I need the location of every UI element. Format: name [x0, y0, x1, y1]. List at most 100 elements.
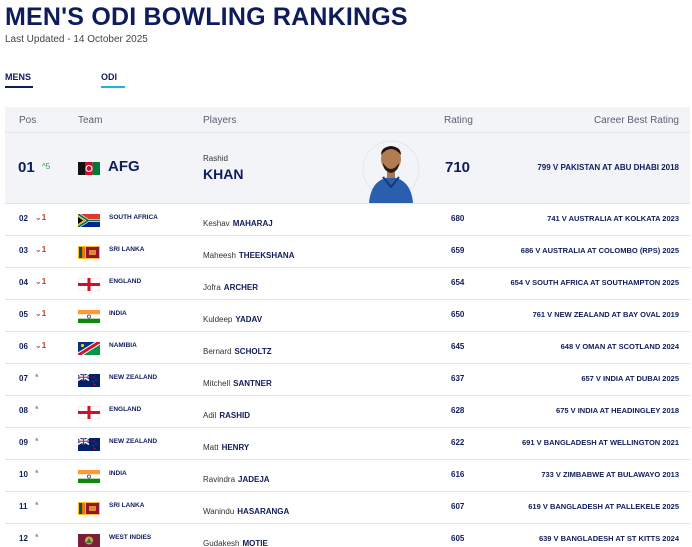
player-name[interactable]: Gudakesh MOTIE: [203, 539, 268, 547]
rank-position: 06: [19, 342, 28, 351]
rank-position: 07: [19, 374, 28, 383]
player-name[interactable]: Maheesh THEEKSHANA: [203, 251, 294, 260]
team-name: NEW ZEALAND: [109, 374, 158, 381]
player-first-name: Gudakesh: [203, 539, 240, 547]
player-name[interactable]: Adil RASHID: [203, 411, 250, 420]
afg-flag-icon: [78, 162, 100, 175]
no-change-icon: •: [35, 499, 39, 510]
rank-down-icon: ⌄1: [35, 277, 47, 286]
new-zealand-flag-icon: [78, 374, 100, 387]
rank-up-icon: ^5: [42, 162, 51, 171]
rank-position: 08: [19, 406, 28, 415]
table-header: Pos Team Players Rating Career Best Rati…: [5, 107, 690, 133]
player-last-name: HASARANGA: [237, 507, 290, 516]
table-row[interactable]: 10 • INDIA Ravindra JADEJA 616 733 V ZIMBABWE …: [5, 460, 690, 492]
team-name: AFG: [108, 158, 140, 175]
player-last-name[interactable]: KHAN: [203, 166, 244, 182]
rank-position: 10: [19, 470, 28, 479]
player-last-name: MOTIE: [242, 539, 268, 547]
player-rating: 654: [451, 278, 465, 287]
player-portrait: [361, 135, 421, 203]
namibia-flag-icon: [78, 342, 100, 355]
tab-mens[interactable]: MENS: [5, 72, 33, 88]
career-best: 639 V BANGLADESH AT ST KITTS 2024: [538, 534, 679, 543]
column-rating[interactable]: Rating: [444, 115, 473, 126]
team-name: NEW ZEALAND: [109, 438, 158, 445]
player-rating: 628: [451, 406, 465, 415]
india-flag-icon: [78, 470, 100, 483]
player-name[interactable]: Jofra ARCHER: [203, 283, 258, 292]
rank-down-icon: ⌄1: [35, 309, 47, 318]
filter-tabs: MENS ODI: [5, 72, 305, 90]
player-name[interactable]: Matt HENRY: [203, 443, 249, 452]
player-rating: 605: [451, 534, 465, 543]
team-name: INDIA: [109, 470, 127, 477]
table-row[interactable]: 06 ⌄1 NAMIBIA Bernard SCHOLTZ 645 648 V OMAN A…: [5, 332, 690, 364]
rank-down-icon: ⌄1: [35, 341, 47, 350]
team-name: SOUTH AFRICA: [109, 214, 158, 221]
table-row[interactable]: 03 ⌄1 SRI LANKA Maheesh THEEKSHANA 659 686 V A…: [5, 236, 690, 268]
rank-down-icon: ⌄1: [35, 213, 47, 222]
player-last-name: JADEJA: [238, 475, 270, 484]
career-best: 619 V BANGLADESH AT PALLEKELE 2025: [528, 502, 679, 511]
no-change-icon: •: [35, 403, 39, 414]
team-name: INDIA: [109, 310, 127, 317]
table-row[interactable]: 09 • NEW ZEALAND Matt HENRY 622 691 V BANGLADE…: [5, 428, 690, 460]
team-name: SRI LANKA: [109, 246, 145, 253]
rank-position: 12: [19, 534, 28, 543]
column-players[interactable]: Players: [203, 115, 237, 126]
player-name[interactable]: Mitchell SANTNER: [203, 379, 272, 388]
table-row[interactable]: 05 ⌄1 INDIA Kuldeep YADAV 650 761 V NEW ZEALAN…: [5, 300, 690, 332]
player-last-name: MAHARAJ: [232, 219, 273, 228]
player-last-name: ARCHER: [223, 283, 259, 292]
column-career-best[interactable]: Career Best Rating: [593, 115, 679, 126]
sri-lanka-flag-icon: [78, 246, 100, 259]
career-best: 691 V BANGLADESH AT WELLINGTON 2021: [522, 438, 679, 447]
england-flag-icon: [78, 278, 100, 291]
player-rating: 680: [451, 214, 465, 223]
player-first-name: Adil: [203, 411, 217, 420]
rank-down-icon: ⌄1: [35, 245, 47, 254]
team-name: WEST INDIES: [109, 534, 152, 541]
england-flag-icon: [78, 406, 100, 419]
rankings-table: Pos Team Players Rating Career Best Rati…: [5, 107, 690, 547]
table-row[interactable]: 07 • NEW ZEALAND Mitchell SANTNER 637 657 V IN…: [5, 364, 690, 396]
south-africa-flag-icon: [78, 214, 100, 227]
career-best: 657 V INDIA AT DUBAI 2025: [581, 374, 679, 383]
tab-odi[interactable]: ODI: [101, 72, 125, 88]
column-pos[interactable]: Pos: [19, 115, 37, 126]
career-best: 761 V NEW ZEALAND AT BAY OVAL 2019: [532, 310, 679, 319]
rank-position: 02: [19, 214, 28, 223]
player-first-name: Bernard: [203, 347, 232, 356]
player-rating: 622: [451, 438, 465, 447]
player-first-name: Matt: [203, 443, 219, 452]
player-name[interactable]: Bernard SCHOLTZ: [203, 347, 272, 356]
player-last-name: THEEKSHANA: [238, 251, 295, 260]
table-row[interactable]: 11 • SRI LANKA Wanindu HASARANGA 607 619 V BAN…: [5, 492, 690, 524]
no-change-icon: •: [35, 371, 39, 382]
player-last-name: SANTNER: [233, 379, 272, 388]
career-best: 648 V OMAN AT SCOTLAND 2024: [560, 342, 679, 351]
india-flag-icon: [78, 310, 100, 323]
top-ranked-row[interactable]: 01 ^5 AFG Rashid KHAN 710 799 V PAKISTAN…: [5, 133, 690, 204]
career-best: 741 V AUSTRALIA AT KOLKATA 2023: [547, 214, 679, 223]
player-name[interactable]: Wanindu HASARANGA: [203, 507, 289, 516]
table-row[interactable]: 08 • ENGLAND Adil RASHID 628 675 V INDIA AT HE…: [5, 396, 690, 428]
sri-lanka-flag-icon: [78, 502, 100, 515]
career-best: 675 V INDIA AT HEADINGLEY 2018: [556, 406, 679, 415]
player-name[interactable]: Ravindra JADEJA: [203, 475, 270, 484]
no-change-icon: •: [35, 435, 39, 446]
player-name[interactable]: Keshav MAHARAJ: [203, 219, 273, 228]
table-row[interactable]: 12 • WEST INDIES Gudakesh MOTIE 605 639 V BANG…: [5, 524, 690, 547]
no-change-icon: •: [35, 467, 39, 478]
table-row[interactable]: 04 ⌄1 ENGLAND Jofra ARCHER 654 654 V SOUTH AFR…: [5, 268, 690, 300]
player-first-name: Mitchell: [203, 379, 231, 388]
table-row[interactable]: 02 ⌄1 SOUTH AFRICA Keshav MAHARAJ 680 741 V AU…: [5, 204, 690, 236]
player-first-name: Maheesh: [203, 251, 236, 260]
team-name: ENGLAND: [109, 278, 142, 285]
rank-position: 11: [19, 502, 28, 511]
player-name[interactable]: Kuldeep YADAV: [203, 315, 262, 324]
player-first-name: Wanindu: [203, 507, 235, 516]
column-team[interactable]: Team: [78, 115, 103, 126]
rank-position: 03: [19, 246, 28, 255]
